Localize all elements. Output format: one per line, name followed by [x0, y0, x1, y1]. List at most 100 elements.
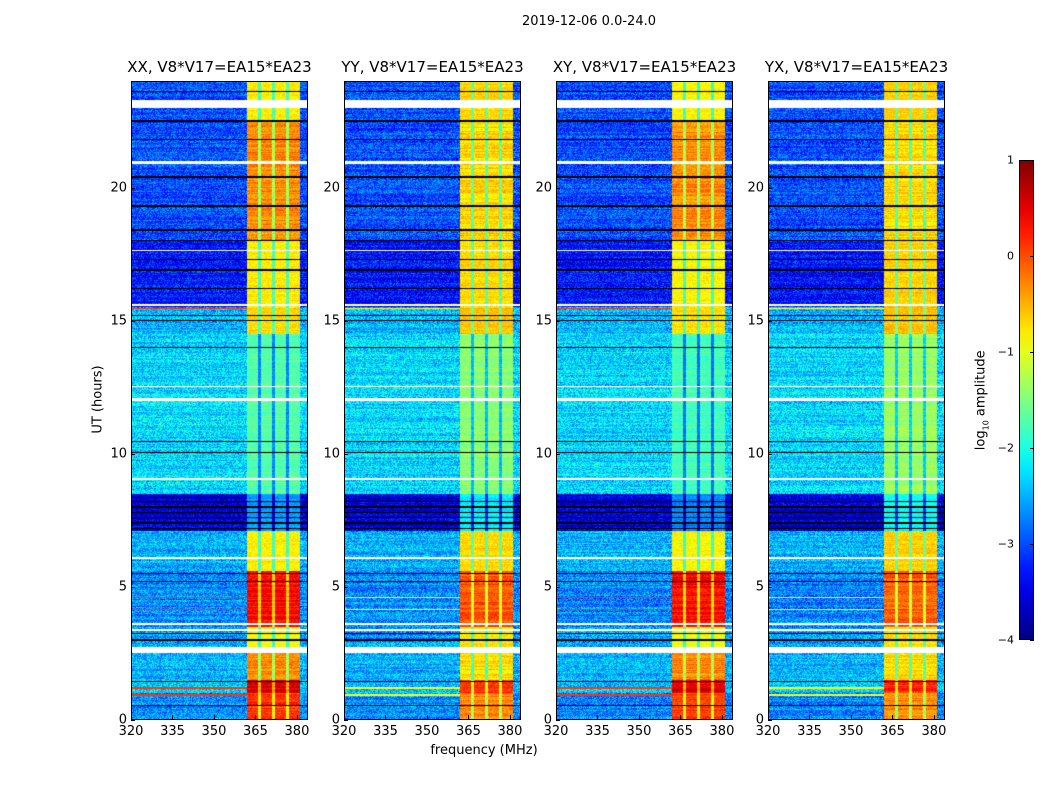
- x-tick-mark: [296, 715, 298, 719]
- y-tick-label: 5: [755, 579, 764, 595]
- y-tick-mark: [556, 586, 560, 588]
- y-tick-mark: [131, 320, 135, 322]
- x-tick-label: 380: [709, 724, 735, 739]
- x-tick-label: 335: [373, 724, 398, 739]
- y-axis-label: UT (hours): [90, 365, 106, 434]
- y-tick-label: 15: [535, 313, 552, 329]
- x-tick-label: 380: [921, 724, 947, 739]
- x-tick-mark: [509, 715, 511, 719]
- x-tick-label: 335: [585, 724, 610, 739]
- x-tick-mark: [680, 715, 682, 719]
- x-axis-label: frequency (MHz): [430, 743, 538, 758]
- colorbar-tick-mark: [1030, 448, 1034, 449]
- waterfall-panel-1: XX, V8*V17=EA15*EA23 0 5 10 15 20 320 335 350 365…: [110, 58, 311, 739]
- y-tick-label: 20: [747, 180, 764, 195]
- y-tick-mark: [556, 720, 560, 721]
- y-tick-mark: [768, 586, 772, 588]
- panel-title: XY, V8*V17=EA15*EA23: [552, 58, 737, 76]
- x-tick-label: 365: [668, 724, 693, 739]
- x-tick-mark: [721, 715, 723, 719]
- colorbar-tick-label: −2: [997, 441, 1014, 455]
- colorbar-tick-mark: [1030, 256, 1034, 257]
- colorbar-label: log10 amplitude: [974, 330, 991, 470]
- x-tick-label: 365: [243, 724, 268, 739]
- colorbar-tick-label: 1: [1007, 153, 1014, 167]
- y-tick-mark: [768, 320, 772, 322]
- y-tick-label: 0: [755, 712, 764, 728]
- x-tick-label: 320: [543, 724, 569, 739]
- x-tick-mark: [892, 715, 894, 719]
- x-tick-mark: [385, 715, 387, 719]
- y-tick-mark: [344, 187, 348, 189]
- colorbar: [1019, 160, 1034, 640]
- x-tick-mark: [809, 715, 811, 719]
- x-tick-mark: [556, 715, 557, 719]
- y-tick-mark: [344, 586, 348, 588]
- y-tick-label: 10: [747, 446, 764, 462]
- axes-frame: [556, 81, 733, 720]
- colorbar-tick-mark: [1030, 352, 1034, 353]
- panel-title: YY, V8*V17=EA15*EA23: [341, 58, 524, 76]
- y-tick-label: 0: [543, 712, 552, 728]
- x-tick-label: 320: [118, 724, 144, 739]
- panel-title: YX, V8*V17=EA15*EA23: [764, 58, 949, 76]
- heatmap-image: [768, 81, 945, 720]
- y-tick-label: 10: [323, 446, 340, 462]
- x-tick-mark: [933, 715, 935, 719]
- axes-frame: [344, 81, 521, 720]
- x-tick-mark: [131, 715, 132, 719]
- y-tick-label: 15: [747, 313, 764, 329]
- y-tick-label: 0: [118, 712, 127, 728]
- x-tick-label: 335: [797, 724, 822, 739]
- colorbar-label-sub: 10: [981, 420, 991, 431]
- x-tick-label: 335: [160, 724, 185, 739]
- x-tick-label: 365: [880, 724, 905, 739]
- waterfall-panel-4: YX, V8*V17=EA15*EA23 0 5 10 15 20 320 335 350 365…: [747, 58, 948, 739]
- axes-frame: [768, 81, 945, 720]
- colorbar-tick-label: 0: [1007, 249, 1014, 263]
- y-tick-mark: [768, 187, 772, 189]
- heatmap-image: [131, 81, 308, 720]
- x-tick-mark: [172, 715, 174, 719]
- colorbar-tick-mark: [1030, 544, 1034, 545]
- y-tick-label: 5: [331, 579, 340, 595]
- x-tick-label: 380: [497, 724, 523, 739]
- x-tick-label: 320: [331, 724, 357, 739]
- y-tick-mark: [344, 720, 348, 721]
- y-tick-label: 20: [535, 180, 552, 195]
- y-tick-mark: [556, 320, 560, 322]
- colorbar-tick-mark: [1030, 160, 1034, 161]
- x-tick-mark: [597, 715, 599, 719]
- y-tick-label: 10: [535, 446, 552, 462]
- x-tick-label: 350: [838, 724, 864, 739]
- y-tick-label: 5: [118, 579, 127, 595]
- x-tick-mark: [850, 715, 852, 719]
- x-tick-mark: [426, 715, 428, 719]
- y-tick-mark: [556, 187, 560, 189]
- x-tick-mark: [468, 715, 470, 719]
- x-tick-mark: [768, 715, 769, 719]
- heatmap-image: [344, 81, 521, 720]
- y-tick-mark: [768, 720, 772, 721]
- x-tick-label: 320: [755, 724, 781, 739]
- waterfall-panel-2: YY, V8*V17=EA15*EA23 0 5 10 15 20 320 335 350 365…: [323, 58, 523, 739]
- x-tick-label: 350: [626, 724, 652, 739]
- y-tick-mark: [131, 453, 135, 455]
- y-tick-label: 15: [110, 313, 127, 329]
- panel-title: XX, V8*V17=EA15*EA23: [127, 58, 312, 76]
- y-tick-mark: [768, 453, 772, 455]
- x-tick-label: 380: [284, 724, 310, 739]
- y-tick-label: 20: [323, 180, 340, 195]
- y-tick-mark: [344, 320, 348, 322]
- y-tick-label: 0: [331, 712, 340, 728]
- x-tick-mark: [638, 715, 640, 719]
- colorbar-tick-mark: [1030, 640, 1034, 641]
- colorbar-label-main: log: [973, 430, 989, 451]
- colorbar-tick-label: −3: [997, 537, 1014, 551]
- y-tick-mark: [344, 453, 348, 455]
- x-tick-mark: [213, 715, 215, 719]
- y-tick-mark: [131, 586, 135, 588]
- y-tick-label: 20: [110, 180, 127, 195]
- axes-frame: [131, 81, 308, 720]
- y-tick-label: 15: [323, 313, 340, 329]
